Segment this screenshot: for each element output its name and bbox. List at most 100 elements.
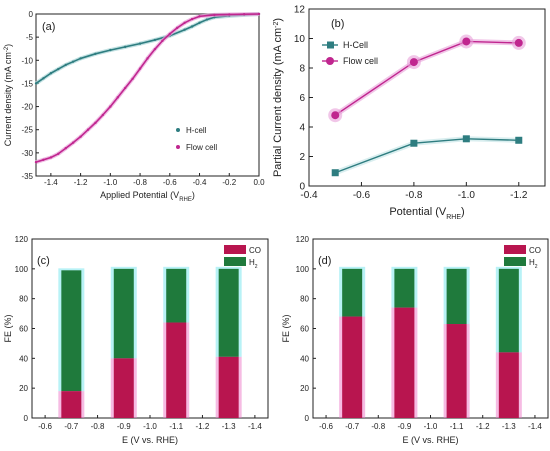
- x-tick-label-b: -1.2: [510, 190, 528, 201]
- legend-label-b: H-Cell: [343, 40, 368, 50]
- panel-a: -1.4 -1.2 -1.0 -0.8 -0.6 -0.4 -0.2 0.0 0 -5 -10 -15…: [3, 10, 265, 203]
- data-point-a: [176, 26, 179, 30]
- data-point-a: [124, 45, 127, 49]
- plot-frame-a: [35, 13, 260, 177]
- x-tick-label-a: 0.0: [253, 178, 265, 187]
- y-axis-title-a: Current density (mA cm-2): [3, 44, 13, 146]
- panel-label-b: (b): [331, 18, 344, 30]
- y-tick-label-c: 40: [19, 354, 28, 363]
- x-tick-label-b: -0.4: [300, 190, 318, 201]
- series-line-b: [334, 138, 519, 174]
- x-tick-label-d: -0.9: [397, 422, 411, 431]
- data-point-a: [94, 121, 97, 124]
- x-tick-label-a: -1.4: [44, 178, 58, 187]
- x-tick-label-d: -1.2: [476, 422, 490, 431]
- bar-co-c: [166, 322, 187, 418]
- data-point-a: [205, 18, 209, 21]
- y-tick-label-c: 60: [19, 325, 28, 334]
- x-tick-label-d: -1.1: [450, 422, 464, 431]
- panel-label-c: (c): [37, 255, 50, 267]
- plot-frame-b: [308, 8, 546, 187]
- x-tick-label-c: -0.8: [91, 422, 105, 431]
- y-tick-label-c: 120: [15, 235, 29, 244]
- y-axis-title-sup: -2: [273, 22, 280, 28]
- legend-marker-a: [176, 128, 180, 132]
- x-tick-label-c: -1.1: [169, 422, 183, 431]
- y-axis-title-end: ): [272, 18, 284, 22]
- x-tick-label-c: -1.3: [222, 422, 236, 431]
- y-tick-label-c: 20: [19, 384, 28, 393]
- data-point-a: [153, 38, 157, 42]
- legend-swatch-c: [224, 245, 246, 254]
- data-point-a: [138, 67, 142, 70]
- x-axis-title-d: E (V vs. RHE): [402, 435, 458, 445]
- y-tick-label-a: -10: [21, 56, 33, 65]
- y-tick-label-a: -35: [21, 172, 33, 181]
- bar-co-d: [342, 316, 363, 418]
- data-point-a: [146, 57, 149, 60]
- data-point-a: [71, 60, 75, 63]
- data-point-a: [42, 77, 45, 80]
- data-point-b: [515, 136, 523, 144]
- x-tick-label-c: -0.9: [117, 422, 131, 431]
- y-tick-label-d: 120: [296, 235, 310, 244]
- x-tick-label-d: -0.7: [345, 422, 359, 431]
- y-tick-label-a: -5: [26, 33, 34, 42]
- y-axis-title-text: Current density (mA cm: [3, 52, 13, 146]
- y-axis-title-text: Partial Current density (mA cm: [272, 28, 284, 177]
- y-tick-label-b: 12: [294, 5, 306, 16]
- legend-label-text: H: [529, 258, 535, 267]
- data-point-a: [57, 67, 60, 71]
- y-tick-label-c: 100: [15, 265, 29, 274]
- data-point-a: [49, 72, 53, 75]
- data-point-a: [71, 141, 75, 144]
- y-tick-label-b: 8: [299, 64, 305, 75]
- panel-d: -0.6 -0.7 -0.8 -0.9 -1.0 -1.1 -1.2 -1.3 -1.4 0 20 4…: [281, 235, 549, 445]
- data-point-a: [64, 63, 67, 67]
- y-axis-title-b: Partial Current density (mA cm-2): [272, 18, 284, 177]
- x-tick-label-a: -0.8: [133, 178, 147, 187]
- x-axis-title-b: Potential (VRHE): [389, 206, 464, 221]
- bar-h2-d: [394, 268, 415, 308]
- y-tick-label-b: 10: [294, 34, 306, 45]
- y-tick-label-a: 0: [29, 10, 34, 19]
- data-point-a: [34, 160, 38, 164]
- legend-swatch-d: [504, 245, 526, 254]
- y-tick-label-a: -30: [21, 149, 33, 158]
- data-point-a: [42, 158, 45, 161]
- y-tick-label-a: -25: [21, 126, 33, 135]
- data-point-a: [49, 156, 53, 159]
- y-tick-label-d: 0: [305, 414, 310, 423]
- x-axis-title-a: Applied Potential (VRHE): [100, 190, 195, 203]
- data-point-b: [409, 58, 418, 67]
- series-line-a: [35, 13, 260, 85]
- x-tick-label-d: -1.4: [528, 422, 542, 431]
- data-point-b: [462, 37, 471, 46]
- data-point-a: [183, 28, 186, 31]
- x-tick-label-c: -0.7: [64, 422, 78, 431]
- panel-c: -0.6 -0.7 -0.8 -0.9 -1.0 -1.1 -1.2 -1.3 -1.4 0 20 4…: [3, 235, 269, 445]
- x-tick-label-c: -1.4: [248, 422, 262, 431]
- data-point-a: [109, 105, 112, 108]
- panel-b: -0.4 -0.6 -0.8 -1.0 -1.2 0 2 4 6 8 10 12 H-Cell Flow …: [272, 5, 546, 221]
- x-tick-label-b: -0.6: [353, 190, 371, 201]
- y-axis-title-d: FE (%): [281, 314, 291, 342]
- series-glow-b: [333, 38, 519, 118]
- data-point-a: [116, 96, 119, 99]
- data-point-a: [79, 135, 82, 138]
- data-point-b: [462, 135, 470, 143]
- legend-marker-b: [327, 41, 334, 49]
- x-axis-title-text: Applied Potential (V: [100, 190, 179, 200]
- legend-label-sub: 2: [535, 264, 538, 270]
- x-tick-label-a: -1.2: [74, 178, 88, 187]
- data-point-a: [94, 52, 97, 56]
- legend-swatch-c: [224, 257, 246, 266]
- x-tick-label-a: -0.2: [222, 178, 236, 187]
- y-tick-label-d: 60: [300, 325, 309, 334]
- y-tick-label-d: 40: [300, 354, 309, 363]
- data-point-a: [198, 15, 201, 18]
- bar-h2-d: [446, 268, 467, 325]
- x-tick-label-d: -0.8: [371, 422, 385, 431]
- bar-h2-d: [498, 268, 519, 353]
- legend-marker-a: [176, 145, 180, 149]
